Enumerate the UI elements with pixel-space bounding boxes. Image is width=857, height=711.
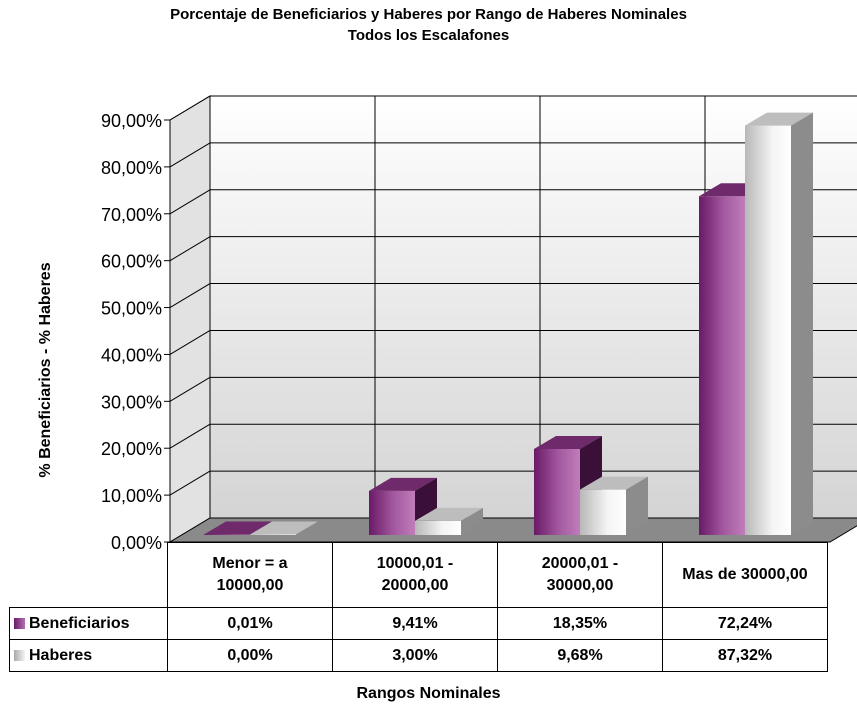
category-label: 20000,01 - 30000,00	[497, 542, 663, 608]
gridline	[169, 376, 211, 402]
bar-haberes	[745, 112, 813, 535]
y-tick-label: 80,00%	[101, 158, 162, 178]
y-tick-label: 50,00%	[101, 299, 162, 319]
bar-front	[415, 520, 461, 535]
category-label-line: 10000,01 -	[376, 555, 454, 572]
bar-haberes	[415, 507, 483, 535]
bar-top	[534, 435, 602, 449]
table-cell: 87,32%	[662, 639, 828, 672]
bar-top	[415, 507, 483, 521]
gridline	[169, 142, 211, 168]
category-label: Mas de 30000,00	[662, 542, 828, 608]
bar-front	[204, 534, 250, 535]
gridline	[169, 470, 211, 496]
bar-haberes	[250, 521, 318, 535]
table-cell: 18,35%	[497, 607, 663, 640]
y-tick-label: 30,00%	[101, 392, 162, 412]
bar-top	[250, 521, 318, 535]
gridline	[169, 95, 211, 121]
bar-top	[580, 476, 648, 490]
category-label: 10000,01 - 20000,00	[332, 542, 498, 608]
category-label-line: 20000,01 -	[541, 555, 619, 572]
bar-front	[699, 196, 745, 536]
bar-front	[369, 490, 415, 535]
bar-top	[204, 521, 272, 535]
category-label-line: Mas de 30000,00	[682, 566, 808, 583]
y-tick-label: 20,00%	[101, 439, 162, 459]
chart-subtitle: Todos los Escalafones	[347, 27, 510, 44]
category-label-line: Menor = a	[212, 555, 288, 572]
bar-haberes	[580, 476, 648, 535]
y-tick-label: 90,00%	[101, 111, 162, 131]
table-cell: 72,24%	[662, 607, 828, 640]
legend-swatch-beneficiarios	[14, 617, 25, 629]
gridline	[169, 330, 211, 355]
category-label: Menor = a 10000,00	[167, 542, 333, 608]
gridline	[169, 189, 211, 215]
bar-front	[745, 125, 791, 535]
table-corner	[9, 542, 168, 608]
table-cell: 0,01%	[167, 607, 333, 640]
legend-label: Beneficiarios	[29, 614, 130, 632]
y-tick-label: 70,00%	[101, 205, 162, 225]
y-tick-label: 10,00%	[101, 486, 162, 506]
bar-front	[580, 489, 626, 535]
legend-entry-haberes: Haberes	[9, 639, 168, 672]
x-axis-title: Rangos Nominales	[356, 685, 501, 702]
gridline	[169, 236, 211, 262]
bar-side	[461, 507, 483, 535]
gridline	[169, 283, 211, 308]
y-tick-label: 60,00%	[101, 252, 162, 272]
bar-top	[745, 112, 813, 126]
y-tick-label: 40,00%	[101, 345, 162, 365]
category-label-line: 20000,00	[381, 577, 449, 594]
data-table: Menor = a 10000,00 10000,01 - 20000,00 2…	[9, 542, 828, 672]
category-label-line: 30000,00	[546, 577, 614, 594]
bar-top	[369, 477, 437, 491]
table-cell: 3,00%	[332, 639, 498, 672]
bar-side	[791, 112, 813, 535]
legend-label: Haberes	[29, 646, 93, 664]
bar-front	[250, 534, 296, 535]
table-cell: 0,00%	[167, 639, 333, 672]
legend-swatch-haberes	[14, 649, 25, 661]
bar-side	[626, 476, 648, 535]
category-label-line: 10000,00	[216, 577, 284, 594]
y-axis-title: % Beneficiarios - % Haberes	[37, 262, 54, 478]
bar-side	[296, 521, 318, 535]
table-cell: 9,41%	[332, 607, 498, 640]
gridline	[169, 423, 211, 449]
table-cell: 9,68%	[497, 639, 663, 672]
chart-title: Porcentaje de Beneficiarios y Haberes po…	[170, 6, 687, 23]
bar-front	[534, 448, 580, 535]
legend-entry-beneficiarios: Beneficiarios	[9, 607, 168, 640]
